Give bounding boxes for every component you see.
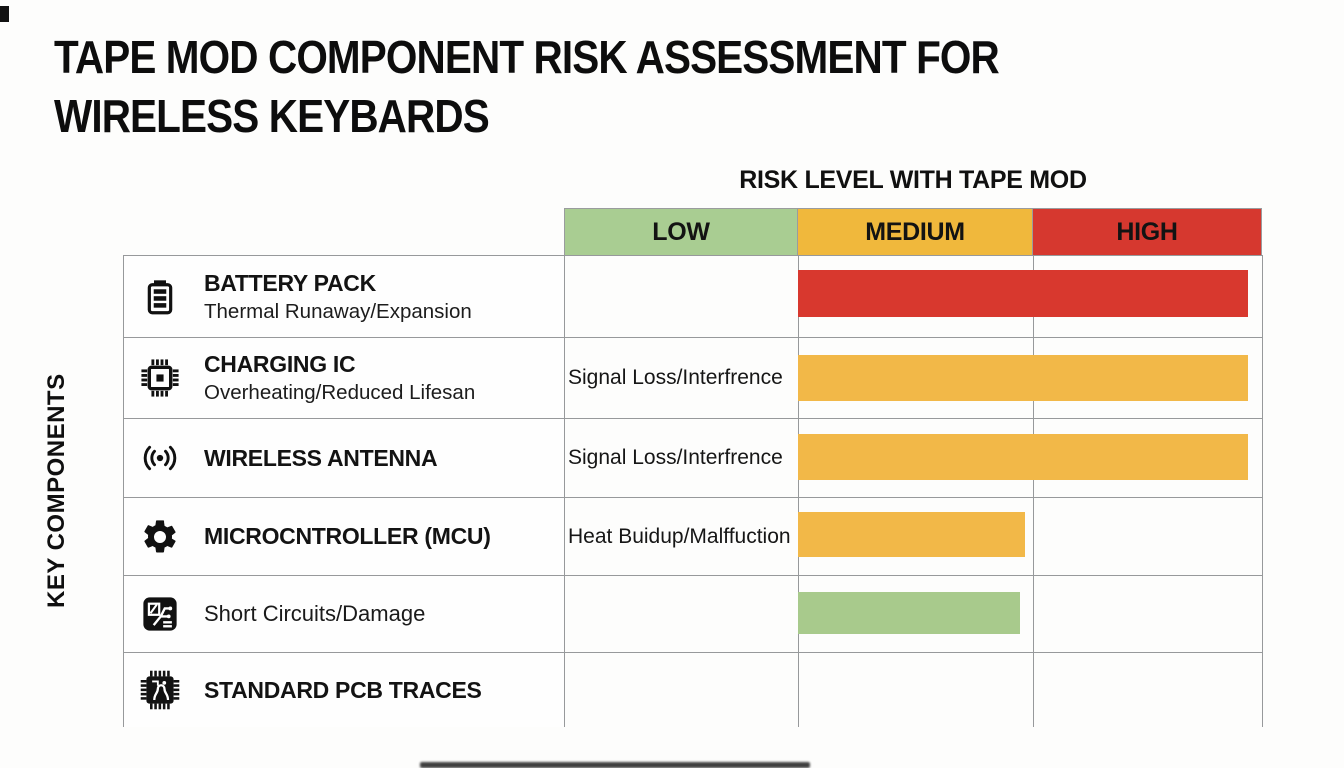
- component-title: BATTERY PACK: [204, 269, 376, 296]
- battery-icon: [138, 278, 182, 316]
- table-row-component-microcontroller: MICROCNTROLLER (MCU): [124, 497, 565, 575]
- key-components-axis-label: KEY COMPONENTS: [43, 373, 70, 609]
- component-text: STANDARD PCB TRACES: [204, 676, 482, 705]
- component-text: WIRELESS ANTENNA: [204, 444, 438, 473]
- column-header-medium: MEDIUM: [798, 208, 1033, 256]
- page-title-line2: WIRELESS KEYBARDS: [54, 89, 490, 142]
- component-subtitle: Overheating/Reduced Lifesan: [204, 381, 476, 405]
- high-cell: [1034, 575, 1263, 652]
- medium-cell: [799, 575, 1034, 652]
- low-cell: [565, 575, 799, 652]
- component-subtitle: Thermal Runaway/Expansion: [204, 299, 472, 323]
- high-cell: [1034, 337, 1263, 418]
- low-cell: Heat Buidup/Malffuction: [565, 497, 799, 575]
- low-cell: Signal Loss/Interfrence: [565, 337, 799, 418]
- risk-matrix-table: BATTERY PACK Thermal Runaway/Expansion C…: [123, 255, 1263, 727]
- component-text: MICROCNTROLLER (MCU): [204, 522, 491, 551]
- low-cell: [565, 255, 799, 337]
- table-row-component-wireless-antenna: WIRELESS ANTENNA: [124, 418, 565, 497]
- risk-axis-title: RISK LEVEL WITH TAPE MOD: [739, 166, 1087, 194]
- medium-cell: [799, 337, 1034, 418]
- component-text: CHARGING IC Overheating/Reduced Lifesan: [204, 350, 475, 405]
- table-row-component-standard-pcb-traces: STANDARD PCB TRACES: [124, 652, 565, 727]
- high-cell: [1034, 418, 1263, 497]
- column-header-low: LOW: [564, 208, 798, 256]
- gear-icon: [138, 517, 182, 557]
- table-row-component-short-circuits: Short Circuits/Damage: [124, 575, 565, 652]
- component-text: BATTERY PACK Thermal Runaway/Expansion: [204, 269, 472, 324]
- scan-artifact-mark: [0, 6, 9, 22]
- column-header-high: HIGH: [1033, 208, 1262, 256]
- component-title: MICROCNTROLLER (MCU): [204, 523, 491, 550]
- low-cell: Signal Loss/Interfrence: [565, 418, 799, 497]
- table-row-component-battery-pack: BATTERY PACK Thermal Runaway/Expansion: [124, 255, 565, 337]
- low-cell: [565, 652, 799, 727]
- high-cell: [1034, 255, 1263, 337]
- wireless-antenna-icon: [138, 441, 182, 475]
- pcb-damage-icon: [138, 595, 182, 633]
- component-title: CHARGING IC: [204, 351, 356, 378]
- page-title-line1: TAPE MOD COMPONENT RISK ASSESSMENT FOR: [54, 31, 1000, 83]
- pcb-traces-icon: [138, 670, 182, 710]
- component-title: Short Circuits/Damage: [204, 601, 426, 627]
- medium-cell: [799, 497, 1034, 575]
- component-text: Short Circuits/Damage: [204, 600, 425, 628]
- component-title: WIRELESS ANTENNA: [204, 444, 438, 471]
- medium-cell: [799, 652, 1034, 727]
- medium-cell: [799, 418, 1034, 497]
- page-title: TAPE MOD COMPONENT RISK ASSESSMENT FOR W…: [54, 28, 1110, 146]
- charging-ic-icon: [138, 358, 182, 398]
- table-row-component-charging-ic: CHARGING IC Overheating/Reduced Lifesan: [124, 337, 565, 418]
- risk-level-header-row: LOW MEDIUM HIGH: [564, 208, 1262, 256]
- component-title: STANDARD PCB TRACES: [204, 676, 482, 703]
- high-cell: [1034, 652, 1263, 727]
- medium-cell: [799, 255, 1034, 337]
- high-cell: [1034, 497, 1263, 575]
- scan-artifact-strip: [420, 762, 810, 768]
